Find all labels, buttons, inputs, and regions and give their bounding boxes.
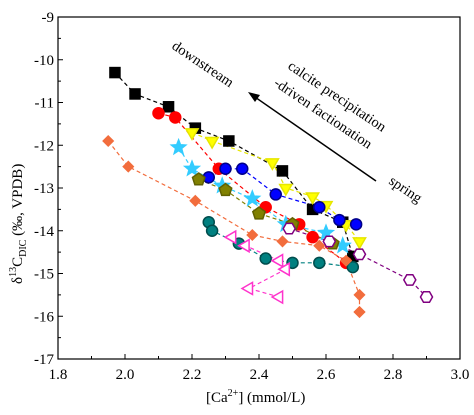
x-tick-label: 1.8: [49, 367, 68, 383]
data-point: [340, 254, 353, 267]
data-point: [246, 228, 259, 242]
y-tick-label: -14: [34, 224, 54, 240]
y-tick-label: -10: [34, 53, 54, 69]
data-point: [313, 256, 326, 270]
data-point: [276, 235, 289, 248]
data-point: [353, 288, 366, 301]
data-point: [352, 248, 367, 261]
data-point: [269, 188, 282, 201]
data-point: [205, 224, 219, 237]
data-point: [251, 206, 267, 220]
y-tick-label: -17: [34, 352, 54, 368]
data-point: [223, 229, 237, 245]
data-point: [184, 128, 200, 141]
data-point: [191, 172, 206, 186]
data-point: [259, 252, 272, 265]
data-point: [270, 253, 284, 268]
x-tick-label: 2.8: [384, 367, 403, 383]
data-point: [189, 194, 202, 207]
data-point: [352, 237, 367, 250]
y-tick-label: -15: [34, 267, 54, 283]
data-point: [346, 260, 360, 274]
y-tick-label: -11: [35, 96, 54, 112]
data-point: [278, 183, 294, 197]
y-tick-label: -12: [34, 138, 54, 154]
data-point: [349, 218, 363, 231]
data-point: [306, 230, 319, 244]
x-tick-label: 2.0: [116, 367, 135, 383]
data-point: [182, 159, 202, 177]
y-tick-label: -9: [42, 10, 55, 26]
data-point: [236, 162, 249, 176]
x-tick-label: 3.0: [451, 367, 470, 383]
x-tick-label: 2.6: [317, 367, 336, 383]
data-points: [102, 66, 434, 319]
data-point: [305, 192, 321, 205]
x-axis-title: [Ca2+] (mmol/L): [206, 388, 305, 406]
series-line-9: [107, 140, 361, 312]
data-point: [152, 106, 165, 120]
y-tick-label: -16: [34, 309, 54, 325]
data-point: [219, 162, 232, 176]
data-point: [122, 160, 135, 173]
data-point: [276, 165, 289, 177]
data-point: [264, 158, 280, 171]
data-point: [223, 135, 235, 147]
y-axis-title: δ13CDIC (‰, VPDB): [8, 164, 29, 284]
data-point: [313, 239, 326, 252]
annotation-downstream: downstream: [169, 38, 237, 91]
data-point: [277, 261, 291, 277]
data-point: [237, 238, 250, 254]
data-point: [169, 111, 182, 124]
data-point: [162, 101, 175, 113]
x-tick-label: 2.4: [250, 367, 269, 383]
x-tick-label: 2.2: [183, 367, 202, 383]
data-point: [270, 289, 284, 305]
axis-ticks: 1.8 2.0 2.2 2.4 2.6 2.8 3.0 -9 -10 -11 -12 -13 -14 -1…: [34, 10, 469, 383]
trend-arrow: [248, 92, 377, 182]
data-point: [169, 137, 188, 156]
data-point: [243, 189, 262, 207]
data-point: [282, 222, 297, 235]
data-point: [402, 273, 417, 286]
series-line-2: [191, 131, 360, 242]
data-point: [353, 305, 366, 319]
data-point: [109, 66, 121, 79]
series-line-4: [178, 147, 344, 247]
series-line-5: [198, 178, 333, 245]
data-point: [240, 281, 254, 296]
data-point: [419, 291, 434, 303]
data-point: [333, 213, 346, 227]
annotation-spring: spring: [386, 173, 425, 207]
data-point: [102, 134, 115, 148]
y-tick-label: -13: [34, 181, 54, 197]
data-point: [204, 136, 220, 150]
data-point: [218, 182, 233, 197]
data-point: [313, 200, 326, 214]
data-point: [322, 235, 337, 248]
data-point: [129, 88, 141, 100]
